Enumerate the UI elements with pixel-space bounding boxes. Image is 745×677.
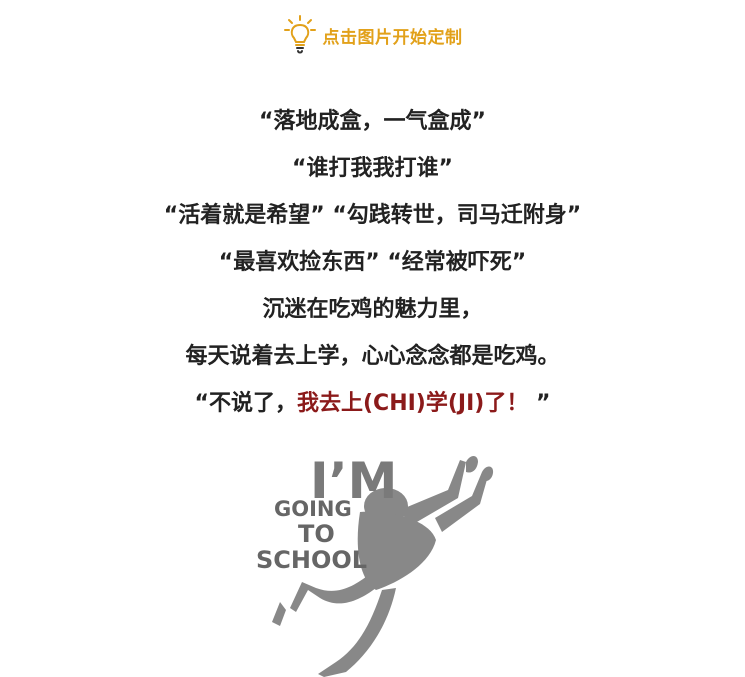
going-text: GOING	[274, 497, 352, 521]
poem-line-2: “谁打我我打谁”	[292, 156, 453, 181]
poem-line-7: “不说了，我去上(CHI)学(JI)了！ ”	[0, 380, 745, 427]
diving-person-silhouette-icon	[272, 456, 494, 677]
im-text: I’M	[310, 452, 397, 510]
poem-line-4: “最喜欢捡东西” “经常被吓死”	[218, 250, 527, 275]
im-going-to-school-artwork[interactable]: I’M GOING TO SCHOOL	[250, 450, 500, 677]
poem-text: “落地成盒，一气盒成” “谁打我我打谁” “活着就是希望” “勾践转世，司马迁附…	[0, 98, 745, 427]
poem-line-7-highlight: 我去上(CHI)学(JI)了！	[297, 391, 529, 416]
lightbulb-icon	[283, 15, 316, 54]
poem-line-7-prefix: “不说了，	[194, 391, 297, 416]
poem-line-6: 每天说着去上学，心心念念都是吃鸡。	[185, 344, 560, 369]
poem-line-1: “落地成盒，一气盒成”	[259, 109, 486, 134]
poem-line-3: “活着就是希望” “勾践转世，司马迁附身”	[163, 203, 582, 228]
to-text: TO	[298, 520, 335, 548]
customize-hint-label: 点击图片开始定制	[322, 27, 463, 48]
school-text: SCHOOL	[256, 546, 367, 574]
customize-hint[interactable]: 点击图片开始定制	[0, 14, 745, 54]
poem-line-7-suffix: ”	[528, 391, 551, 416]
poem-line-5: 沉迷在吃鸡的魅力里，	[262, 297, 483, 322]
